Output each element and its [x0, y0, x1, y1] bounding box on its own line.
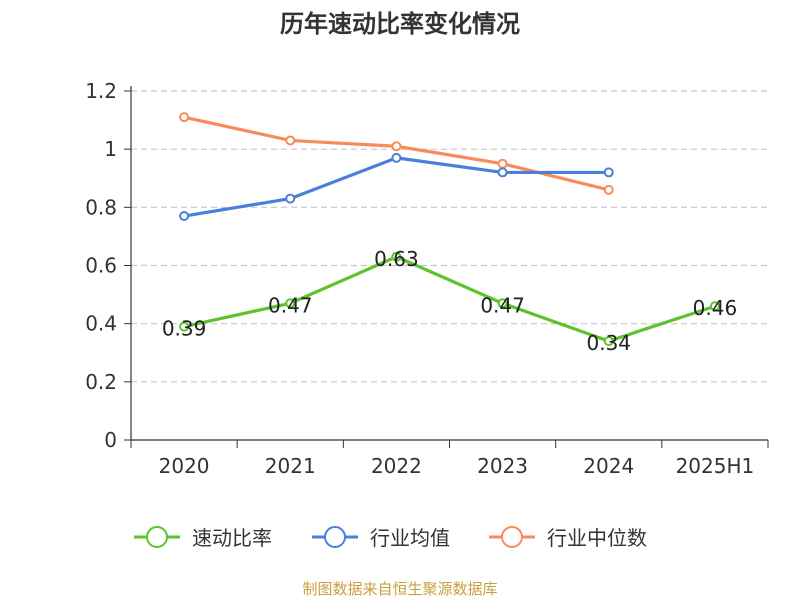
data-point: [603, 184, 614, 195]
legend[interactable]: 速动比率 行业均值 行业中位数: [134, 526, 647, 550]
data-label: 0.46: [693, 296, 738, 320]
x-tick-label: 2021: [265, 454, 316, 478]
data-point: [603, 167, 614, 178]
x-tick-label: 2023: [477, 454, 528, 478]
data-point: [285, 135, 296, 146]
y-tick-label: 1.2: [85, 79, 117, 103]
y-tick-label: 1: [104, 137, 117, 161]
data-label: 0.34: [586, 331, 631, 355]
chart-title: 历年速动比率变化情况: [280, 10, 520, 38]
data-point: [709, 301, 720, 312]
legend-item[interactable]: 行业中位数: [489, 526, 647, 550]
legend-item[interactable]: 行业均值: [312, 526, 450, 550]
data-point: [179, 112, 190, 123]
data-label: 0.47: [480, 293, 525, 317]
data-point: [179, 211, 190, 222]
data-point: [497, 158, 508, 169]
legend-swatch-marker: [146, 526, 168, 548]
series-group: 0.39 0.47 0.63 0.47 0.34 0.46: [162, 112, 738, 355]
data-point: [285, 193, 296, 204]
grid-lines: [131, 90, 768, 383]
data-point: [603, 336, 614, 347]
legend-swatch-marker: [501, 526, 523, 548]
data-label: 0.63: [374, 247, 419, 271]
axes: 0 0.2 0.4 0.6 0.8 1 1.2 2020 2021 2022 2023 2024 202…: [85, 79, 769, 478]
data-source-note: 制图数据来自恒生聚源数据库: [302, 580, 497, 598]
y-tick-label: 0.8: [85, 195, 117, 219]
legend-label: 速动比率: [192, 526, 272, 550]
y-tick-label: 0.6: [85, 254, 117, 278]
legend-swatch-marker: [324, 526, 346, 548]
x-tick-label: 2020: [159, 454, 210, 478]
data-point: [391, 152, 402, 163]
data-point: [179, 321, 190, 332]
y-tick-label: 0: [104, 428, 117, 452]
y-tick-label: 0.4: [85, 312, 117, 336]
data-point: [285, 298, 296, 309]
data-point: [497, 298, 508, 309]
data-point: [391, 141, 402, 152]
x-tick-label: 2022: [371, 454, 422, 478]
data-point: [497, 167, 508, 178]
series-line-0: [183, 255, 716, 343]
x-tick-label: 2024: [583, 454, 634, 478]
legend-item[interactable]: 速动比率: [134, 526, 272, 550]
legend-label: 行业均值: [370, 526, 450, 550]
data-label: 0.39: [162, 317, 207, 341]
data-point: [391, 251, 402, 262]
y-tick-label: 0.2: [85, 370, 117, 394]
legend-label: 行业中位数: [547, 526, 647, 550]
data-label: 0.47: [268, 293, 313, 317]
x-tick-label: 2025H1: [676, 454, 755, 478]
